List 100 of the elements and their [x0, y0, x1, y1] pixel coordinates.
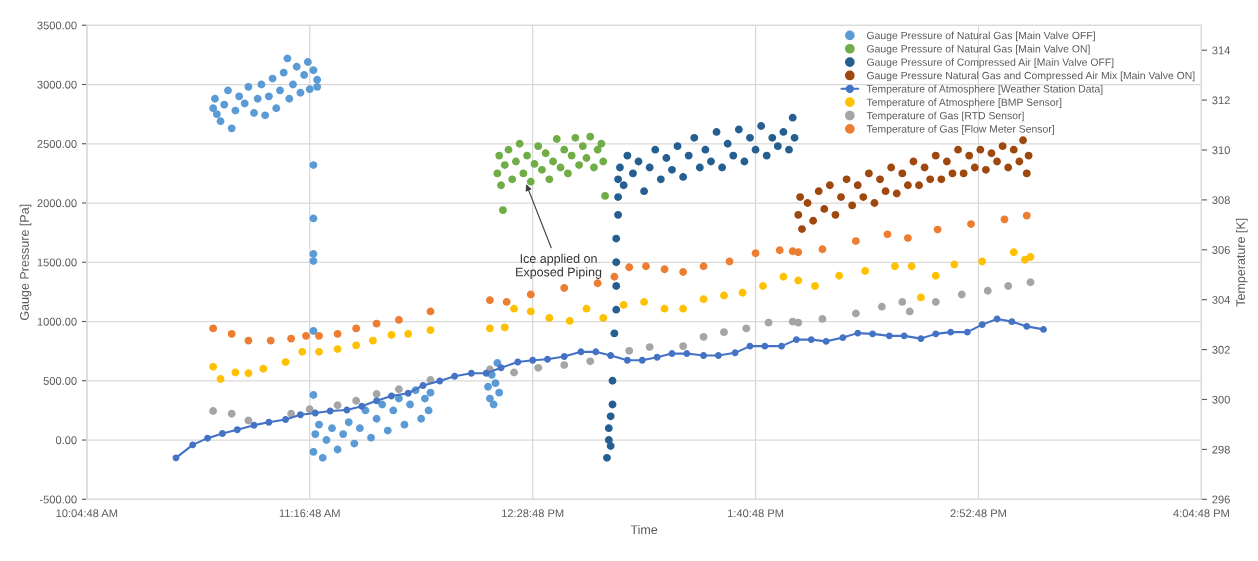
point [189, 441, 197, 449]
point [578, 142, 587, 151]
legend-label: Temperature of Atmosphere [BMP Sensor] [866, 98, 1062, 108]
point [582, 154, 591, 162]
point [607, 352, 615, 360]
point [597, 139, 606, 148]
point [981, 165, 990, 174]
point [343, 406, 351, 414]
point [560, 284, 569, 292]
point [638, 356, 646, 364]
y2-tick-label: 296 [1212, 495, 1230, 504]
point [746, 133, 754, 142]
point [311, 409, 319, 417]
point [645, 343, 654, 352]
x-tick-label: 2:52:48 PM [950, 509, 1006, 518]
x-tick-label: 4:04:48 PM [1173, 509, 1229, 518]
point [794, 248, 803, 257]
point [853, 181, 862, 190]
point [1022, 211, 1031, 220]
point [835, 271, 844, 280]
y-tick-label: 3000.00 [37, 80, 77, 89]
point [790, 133, 799, 142]
point [778, 342, 786, 350]
point [762, 151, 771, 160]
y-tick-label: 2500.00 [37, 140, 77, 148]
point [1008, 318, 1016, 326]
point [529, 356, 537, 364]
x-tick-label: 10:04:48 AM [56, 509, 118, 518]
point [998, 142, 1007, 151]
point [916, 293, 925, 302]
point [1009, 145, 1018, 154]
point [811, 282, 819, 290]
point [625, 346, 634, 355]
point [864, 169, 873, 178]
point [905, 307, 914, 316]
point [792, 336, 800, 344]
point [978, 321, 986, 329]
point [608, 400, 617, 409]
point [623, 151, 632, 160]
point [352, 341, 361, 350]
y2-tick-label: 304 [1212, 295, 1231, 304]
point [281, 358, 290, 366]
point [948, 169, 957, 178]
point [606, 442, 615, 450]
point [593, 145, 602, 154]
point [679, 304, 688, 313]
point [695, 163, 704, 172]
point [352, 324, 361, 333]
point [451, 372, 459, 380]
point [419, 382, 427, 389]
point [552, 135, 561, 143]
point [1015, 157, 1024, 166]
point [608, 376, 617, 385]
point [372, 390, 381, 398]
y-axis-title: Gauge Pressure [Pa] [19, 204, 32, 320]
point [1026, 278, 1035, 287]
point [1004, 163, 1013, 172]
point [937, 175, 946, 184]
point [751, 145, 760, 154]
point [404, 329, 413, 338]
point [541, 149, 550, 158]
point [358, 402, 366, 410]
point [534, 142, 543, 151]
point [315, 347, 323, 356]
point [387, 392, 395, 400]
point [436, 377, 444, 385]
point [870, 199, 879, 207]
point [296, 411, 304, 419]
point [625, 263, 634, 272]
point [404, 389, 412, 397]
point [500, 323, 509, 332]
x-axis-title: Time [630, 524, 658, 535]
point [526, 177, 535, 186]
point [556, 163, 565, 172]
point [616, 163, 624, 172]
legend-label: Gauge Pressure Natural Gas and Compressed Air Mix [Main Valve ON] [867, 71, 1195, 82]
point [603, 453, 611, 462]
point [485, 324, 494, 333]
point [779, 127, 788, 136]
point [740, 157, 749, 166]
point [265, 418, 273, 426]
y-tick-label: 3500.00 [37, 21, 77, 30]
point [898, 169, 907, 178]
point [679, 268, 688, 276]
point [718, 163, 727, 172]
point [803, 199, 812, 207]
point [601, 191, 610, 200]
point [788, 113, 797, 122]
point [495, 151, 504, 160]
point [302, 331, 310, 340]
point [796, 193, 805, 202]
point [720, 328, 728, 337]
point [881, 187, 890, 196]
point [504, 145, 513, 154]
point [854, 329, 862, 337]
legend-label: Gauge Pressure of Compressed Air [Main Valve OFF] [867, 58, 1114, 68]
point [614, 193, 623, 202]
point [218, 429, 226, 437]
point [668, 350, 676, 358]
point [560, 353, 568, 361]
